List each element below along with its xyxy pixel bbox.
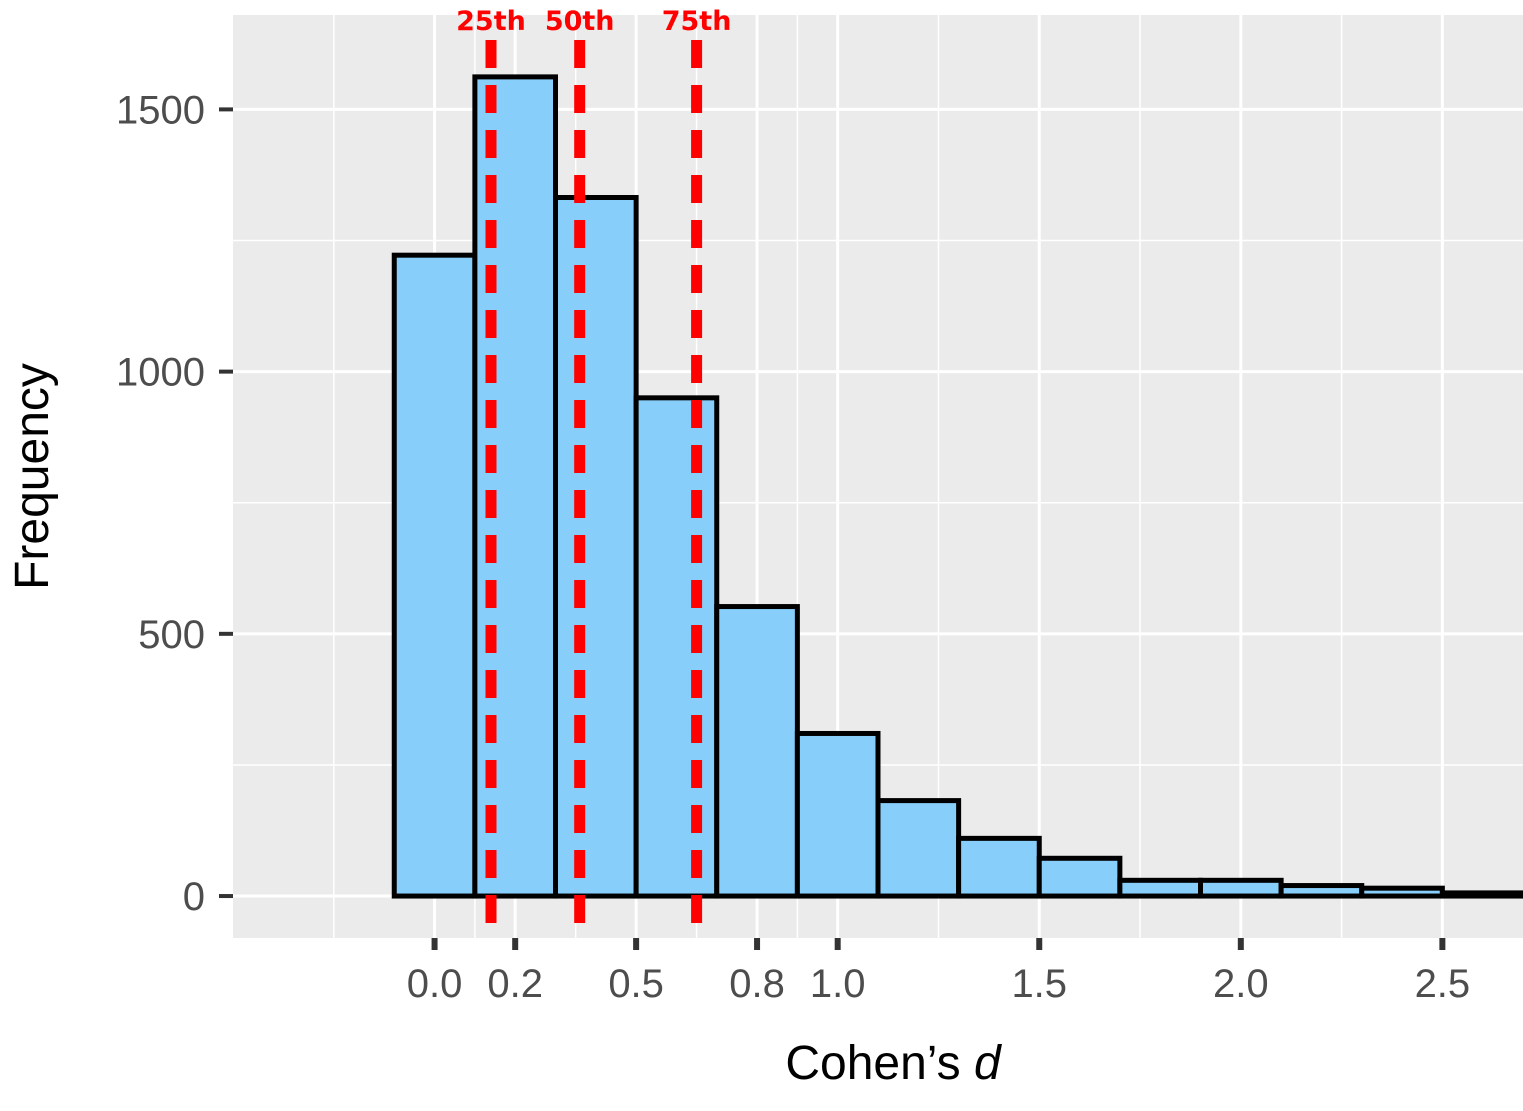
x-axis-title-main: Cohen’s: [785, 1037, 974, 1090]
histogram-bar: [714, 604, 800, 899]
x-tick-label: 0.8: [729, 962, 785, 1006]
x-axis-title: Cohen’s d: [785, 1037, 1002, 1090]
x-tick-label: 2.0: [1213, 962, 1269, 1006]
percentile-label: 25th: [456, 6, 526, 37]
histogram-bar: [1117, 877, 1203, 899]
y-axis-title: Frequency: [6, 363, 59, 590]
percentile-label: 50th: [545, 6, 615, 37]
histogram-bars: [391, 74, 1523, 899]
histogram-bar: [391, 252, 478, 899]
histogram-bar: [1198, 877, 1284, 899]
x-tick-label: 0.2: [487, 962, 543, 1006]
histogram-bar: [1036, 855, 1123, 899]
percentile-label: 75th: [662, 6, 732, 37]
percentile-lines: 25th 50th 75th: [456, 6, 731, 938]
y-tick-label: 0: [183, 875, 205, 919]
histogram-bar: [553, 195, 639, 899]
x-tick-label: 1.0: [810, 962, 866, 1006]
histogram-bar: [633, 395, 720, 899]
histogram-bar: [1439, 890, 1523, 899]
y-tick-label: 1000: [116, 351, 205, 395]
x-axis-title-italic: d: [974, 1037, 1002, 1090]
histogram-bar: [875, 798, 962, 899]
tick-labels: 0.0 0.2 0.5 0.8 1.0 1.5 2.0 2.5 0 500 1000 1500: [116, 88, 1470, 1006]
histogram-bar: [472, 74, 558, 899]
y-tick-label: 1500: [116, 88, 205, 132]
x-tick-label: 0.0: [407, 962, 463, 1006]
axis-ticks: [219, 107, 1446, 950]
x-tick-label: 1.5: [1011, 962, 1067, 1006]
histogram-bar: [794, 730, 881, 899]
histogram-bar: [1278, 883, 1365, 899]
x-tick-label: 0.5: [608, 962, 664, 1006]
histogram-bar: [1359, 885, 1445, 899]
histogram-bar: [956, 835, 1042, 899]
y-tick-label: 500: [138, 613, 205, 657]
x-tick-label: 2.5: [1415, 962, 1471, 1006]
